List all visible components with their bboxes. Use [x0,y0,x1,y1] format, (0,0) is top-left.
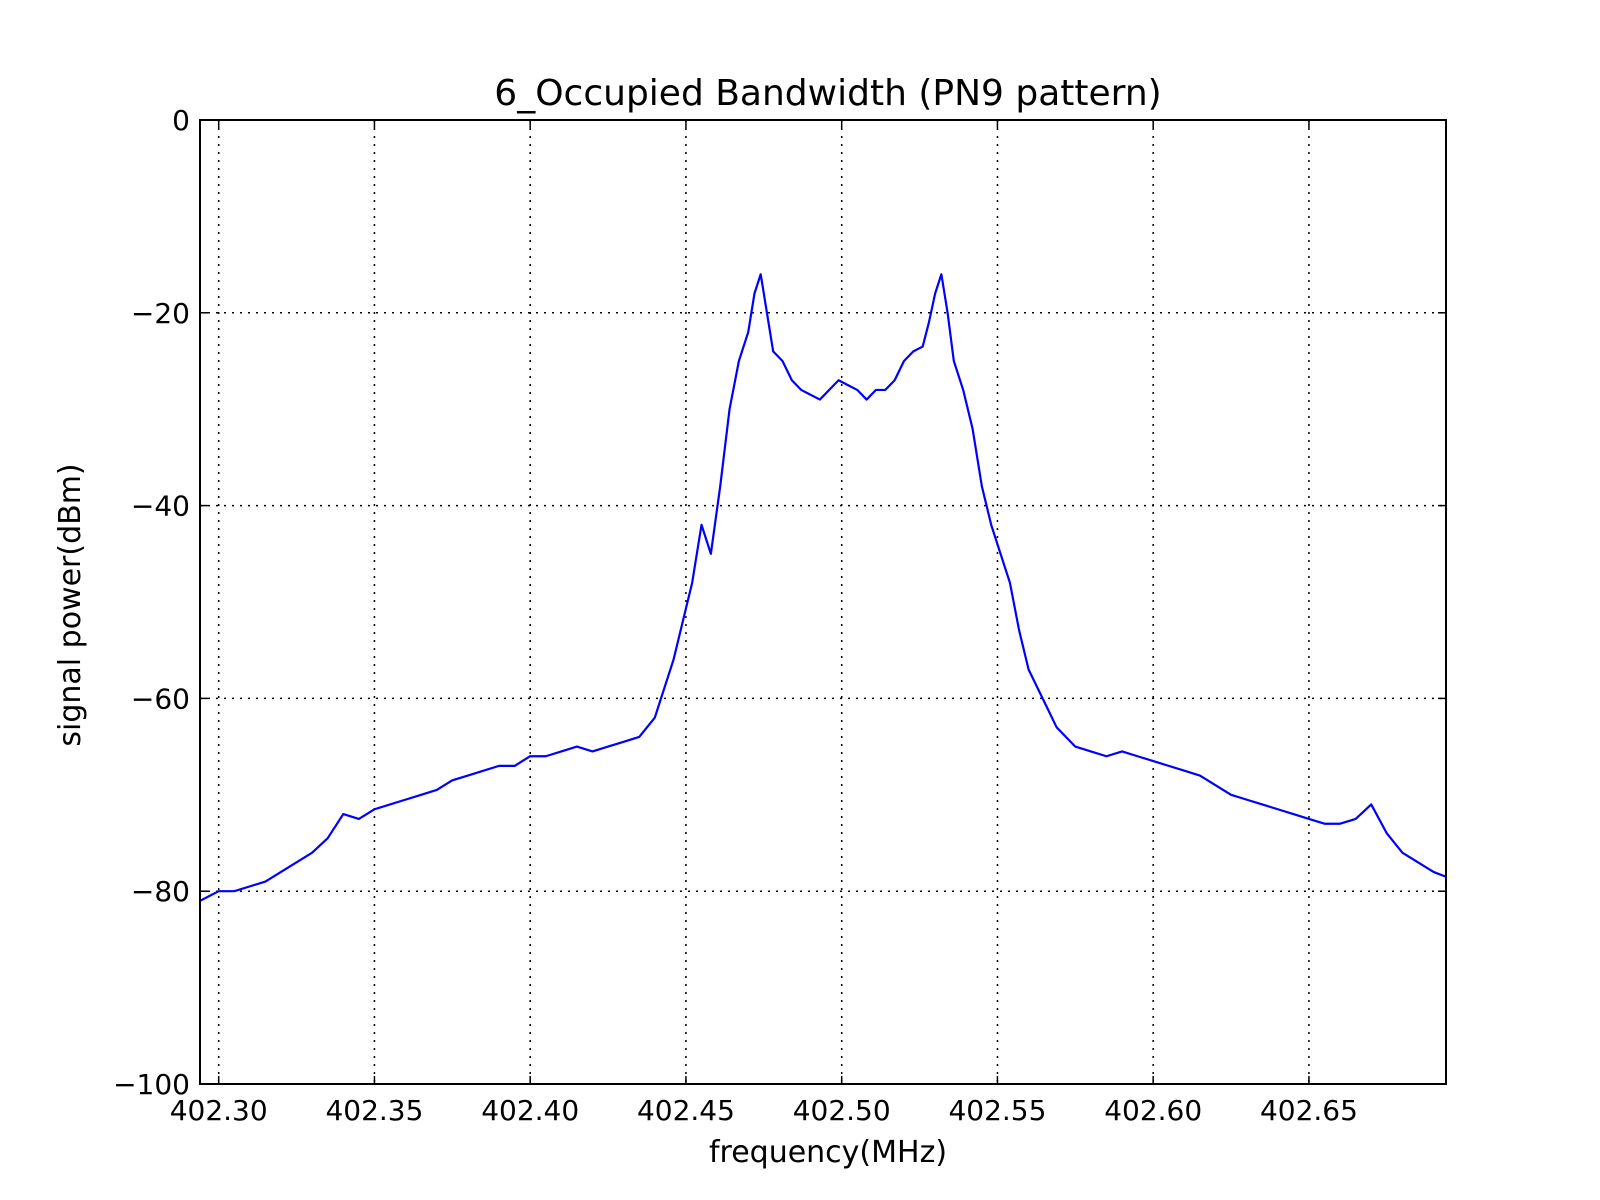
y-tick-label: −60 [131,682,190,715]
series-layer [199,273,1447,902]
plot-frame [199,119,1447,1085]
ticks: 402.30 402.35 402.40 402.45 402.50 402.55 402.… [113,104,1446,1127]
y-tick-label: 0 [172,104,190,137]
x-tick-label: 402.65 [1260,1094,1358,1127]
series-line [199,273,1447,902]
x-tick-label: 402.40 [481,1094,579,1127]
y-tick-label: −20 [131,297,190,330]
x-tick-label: 402.50 [793,1094,891,1127]
chart-title: 6_Occupied Bandwidth (PN9 pattern) [494,73,1161,114]
x-tick-label: 402.55 [948,1094,1046,1127]
grid [200,120,1446,1084]
x-axis-label: frequency(MHz) [709,1135,947,1170]
x-tick-label: 402.45 [637,1094,735,1127]
y-tick-label: −80 [131,875,190,908]
x-tick-label: 402.35 [325,1094,423,1127]
y-axis-label: signal power(dBm) [53,463,88,746]
x-tick-label: 402.60 [1104,1094,1202,1127]
x-tick-label: 402.30 [170,1094,268,1127]
y-tick-label: −100 [113,1068,190,1101]
y-tick-label: −40 [131,490,190,523]
